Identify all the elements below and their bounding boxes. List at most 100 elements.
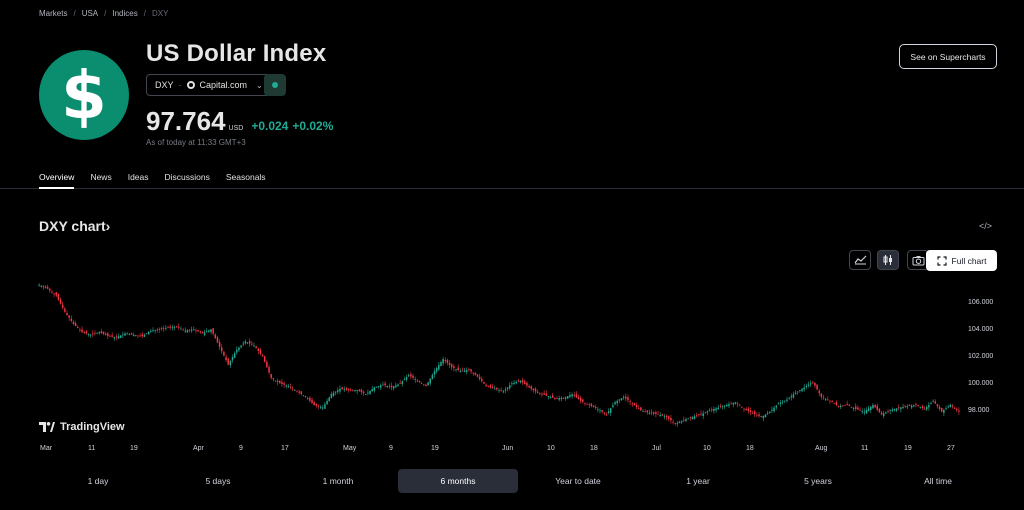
candle-body bbox=[885, 412, 887, 414]
candle-body bbox=[126, 333, 128, 335]
tab-overview[interactable]: Overview bbox=[39, 172, 75, 189]
candle-body bbox=[395, 385, 397, 388]
candle-body bbox=[543, 393, 545, 395]
candle-body bbox=[184, 330, 186, 332]
candle-body bbox=[423, 384, 425, 386]
candle-body bbox=[167, 327, 169, 329]
range-5-years[interactable]: 5 years bbox=[804, 476, 832, 486]
candle-body bbox=[620, 398, 623, 401]
candle-body bbox=[803, 387, 805, 390]
candle-body bbox=[135, 335, 137, 336]
candle-body bbox=[655, 412, 657, 415]
candle-body bbox=[818, 390, 820, 394]
candle-body bbox=[442, 359, 444, 364]
candle-body bbox=[102, 331, 105, 335]
candle-body bbox=[186, 330, 189, 333]
candle-body bbox=[616, 400, 618, 404]
range-5-days[interactable]: 5 days bbox=[205, 476, 231, 486]
candle-body bbox=[401, 381, 404, 384]
embed-code-icon[interactable]: </> bbox=[979, 221, 993, 231]
candle-body bbox=[349, 389, 352, 391]
candle-body bbox=[371, 389, 373, 392]
candle-body bbox=[564, 397, 567, 399]
breadcrumb-markets[interactable]: Markets bbox=[39, 9, 68, 18]
chart-heading-text: DXY chart bbox=[39, 218, 106, 234]
candle-body bbox=[532, 388, 535, 391]
tab-discussions[interactable]: Discussions bbox=[164, 172, 210, 182]
candle-body bbox=[511, 383, 513, 385]
range-1-year[interactable]: 1 year bbox=[686, 476, 710, 486]
candle-body bbox=[521, 380, 524, 383]
tab-news[interactable]: News bbox=[90, 172, 112, 182]
candle-body bbox=[551, 395, 554, 398]
candle-body bbox=[420, 382, 423, 384]
candle-body bbox=[880, 412, 883, 415]
candle-body bbox=[407, 375, 410, 377]
tab-ideas[interactable]: Ideas bbox=[127, 172, 149, 182]
candle-body bbox=[788, 397, 790, 399]
candle-body bbox=[676, 422, 679, 424]
candle-body bbox=[345, 388, 348, 390]
chevron-down-icon: ⌄ bbox=[256, 80, 263, 90]
candle-body bbox=[633, 403, 636, 406]
candle-body bbox=[113, 337, 116, 339]
candle-body bbox=[53, 293, 55, 295]
candle-body bbox=[485, 384, 487, 387]
candle-body bbox=[715, 408, 717, 411]
candle-body bbox=[925, 406, 928, 410]
candle-body bbox=[721, 406, 724, 408]
candle-body bbox=[607, 411, 610, 413]
candle-body bbox=[190, 329, 193, 331]
candle-body bbox=[92, 333, 94, 335]
candle-body bbox=[85, 331, 88, 334]
breadcrumb-usa[interactable]: USA bbox=[81, 9, 99, 18]
price-chart[interactable]: 106.000 104.000 102.000 100.000 98.000 Mar 11… bbox=[0, 280, 1024, 455]
tradingview-watermark[interactable]: TradingView bbox=[39, 421, 125, 433]
candle-body bbox=[49, 288, 51, 291]
breadcrumb-separator: / bbox=[143, 9, 146, 18]
full-chart-button[interactable]: Full chart bbox=[926, 250, 997, 271]
candle-body bbox=[399, 382, 401, 384]
candle-body bbox=[822, 397, 825, 399]
candle-body bbox=[612, 405, 614, 408]
candle-body bbox=[586, 403, 588, 405]
candle-body bbox=[461, 370, 464, 372]
candle-body bbox=[637, 408, 640, 409]
candle-body bbox=[571, 394, 573, 397]
range-6-months[interactable]: 6 months bbox=[398, 469, 518, 493]
candle-body bbox=[792, 394, 795, 398]
candle-body bbox=[64, 308, 66, 312]
candle-body bbox=[717, 407, 719, 410]
candle-body bbox=[904, 405, 906, 407]
candle-body bbox=[468, 369, 470, 370]
see-on-supercharts-button[interactable]: See on Supercharts bbox=[899, 44, 997, 69]
candle-body bbox=[698, 414, 700, 416]
range-year-to-date[interactable]: Year to date bbox=[555, 476, 601, 486]
candle-body bbox=[448, 362, 451, 366]
range-all-time[interactable]: All time bbox=[924, 476, 952, 486]
candle-body bbox=[816, 384, 818, 390]
candle-body bbox=[528, 385, 530, 388]
candle-body bbox=[575, 394, 578, 398]
candle-body bbox=[319, 406, 322, 408]
candle-body bbox=[814, 382, 816, 386]
market-status-badge[interactable] bbox=[264, 74, 286, 96]
candle-body bbox=[824, 398, 827, 400]
tab-seasonals[interactable]: Seasonals bbox=[225, 172, 266, 182]
candle-body bbox=[837, 405, 840, 407]
candle-body bbox=[341, 387, 343, 390]
candles-button[interactable] bbox=[877, 250, 899, 270]
area-chart-button[interactable] bbox=[849, 250, 871, 270]
candle-body bbox=[504, 389, 507, 391]
candle-body bbox=[474, 372, 477, 375]
chart-heading-link[interactable]: DXY chart› bbox=[39, 218, 110, 234]
exchange-selector[interactable]: DXY · Capital.com ⌄ bbox=[146, 74, 272, 96]
candle-body bbox=[425, 384, 427, 387]
candle-body bbox=[158, 329, 161, 330]
range-1-month[interactable]: 1 month bbox=[322, 476, 354, 486]
candle-body bbox=[362, 391, 365, 394]
breadcrumb-indices[interactable]: Indices bbox=[112, 9, 138, 18]
price-timestamp: As of today at 11:33 GMT+3 bbox=[146, 138, 246, 147]
candle-body bbox=[870, 406, 872, 410]
range-1-day[interactable]: 1 day bbox=[87, 476, 109, 486]
